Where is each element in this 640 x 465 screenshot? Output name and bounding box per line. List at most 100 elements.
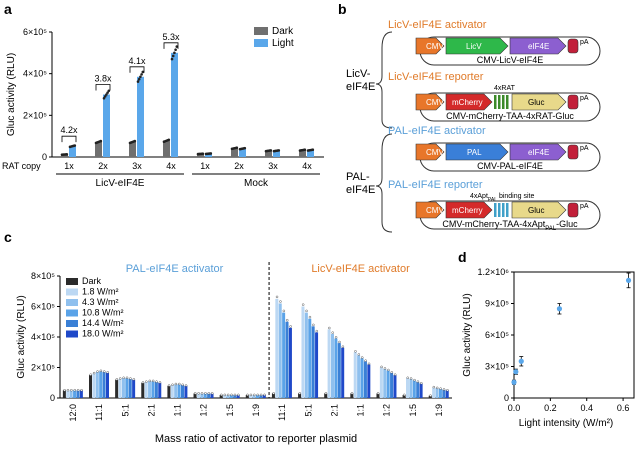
x-tick-label: 1:5 (408, 404, 418, 417)
data-point (243, 146, 247, 150)
bar-dark (299, 150, 306, 157)
plasmid-4-name-sub: PAL (545, 226, 557, 232)
data-point (137, 77, 141, 81)
data-point (230, 393, 233, 397)
x-tick-label: 3x (132, 161, 142, 171)
bar-series-1 (249, 394, 253, 398)
data-point (220, 393, 223, 397)
data-point (204, 392, 207, 395)
bar-series-3 (256, 394, 259, 398)
bar-series-5 (288, 327, 292, 398)
y-tick-label: 0 (42, 152, 47, 162)
bar-light (69, 146, 76, 157)
data-point (277, 149, 281, 152)
bar-series-1 (66, 390, 70, 398)
data-point (132, 378, 136, 381)
y-tick-label: 2×10⁵ (31, 363, 55, 373)
data-point (70, 389, 73, 392)
apt-site-prefix: 4xApt (470, 193, 488, 200)
x-tick-label: 4x (302, 161, 312, 171)
apt-site-suffix: binding site (497, 193, 534, 200)
y-tick-label: 2×10⁵ (23, 110, 47, 120)
legend-label: 10.8 W/m² (82, 308, 124, 318)
data-point (119, 377, 122, 380)
bar-series-5 (184, 385, 188, 398)
bar-series-2 (95, 372, 99, 398)
data-point (200, 392, 204, 395)
data-point (125, 376, 129, 379)
bar-series-3 (229, 394, 233, 398)
data-point (197, 392, 200, 395)
data-point (96, 370, 99, 373)
data-point (102, 96, 106, 100)
y-tick-label: 4×10⁵ (31, 332, 55, 342)
data-point (66, 389, 70, 392)
panel-d-chart: 0 3×10⁵ 6×10⁵ 9×10⁵ 1.2×10⁶ 0.0 0.2 0.4 0.6 Gluc … (462, 267, 635, 429)
bar-series-2 (69, 390, 73, 398)
data-point (436, 386, 439, 390)
bar-series-0 (298, 393, 302, 398)
bar-series-4 (128, 378, 132, 398)
data-point (357, 353, 361, 356)
rat-motif (502, 95, 505, 109)
rat-label: 4xRAT (494, 85, 516, 92)
cmv-promoter (415, 93, 445, 111)
data-point (106, 371, 109, 374)
bar-series-1 (353, 352, 357, 398)
bar-series-0 (324, 393, 328, 398)
data-point (233, 393, 237, 397)
bar-light (171, 52, 178, 158)
legend-swatch (66, 278, 78, 285)
data-point (303, 148, 307, 152)
bar-series-5 (367, 364, 371, 398)
bar-series-2 (409, 378, 413, 398)
bar-series-2 (174, 384, 178, 398)
bar-series-3 (334, 338, 338, 398)
x-tick-label: 1:5 (225, 404, 235, 417)
legend-label: 1.8 W/m² (82, 287, 119, 297)
data-point (209, 152, 213, 155)
bar-series-3 (99, 371, 103, 398)
group-title: PAL-eIF4E activator (126, 263, 224, 275)
panel-c-chart: 0 2×10⁵ 4×10⁵ 6×10⁵ 8×10⁵ Gluc activity (RLU)… (16, 262, 452, 445)
data-point (331, 331, 334, 334)
data-point (416, 380, 420, 383)
data-point (226, 393, 230, 397)
data-point (140, 73, 143, 76)
y-tick-label: 3×10⁵ (485, 362, 509, 372)
x-tick-label: 1:1 (173, 404, 183, 417)
fold-label: 3.8x (94, 74, 112, 84)
plasmid-licv-activator: CMV LicV eIF4E pA CMV-LicV-eIF4E (415, 36, 601, 66)
bar-series-0 (115, 379, 119, 398)
data-point (442, 388, 446, 391)
bar-series-5 (315, 332, 319, 398)
y-tick-label: 4×10⁵ (23, 69, 47, 79)
licv-activator-title: LicV-eIF4E activator (388, 19, 487, 31)
bar-series-0 (219, 394, 223, 398)
x-tick-label: 1:2 (199, 404, 209, 417)
bar-series-3 (203, 393, 207, 398)
eif4e-gene (509, 37, 567, 55)
rat-motif (506, 95, 509, 109)
plot-frame (513, 271, 635, 399)
bar-light (103, 94, 110, 157)
data-point (171, 383, 174, 386)
rat-motif (498, 95, 501, 109)
gluc-gene (511, 201, 567, 219)
data-point (556, 306, 563, 312)
data-point (184, 384, 188, 387)
fold-bracket (129, 66, 145, 73)
y-tick-label: 0 (50, 393, 55, 403)
gluc-label: Gluc (528, 98, 544, 107)
panel-d-label: d (458, 249, 467, 265)
bar-series-5 (79, 390, 83, 398)
bar-series-4 (416, 381, 420, 398)
plasmid-pal-reporter: 4xAptPAL binding site CMV mCherry Gluc p… (415, 193, 601, 232)
bar-series-4 (285, 321, 289, 398)
bar-series-1 (144, 381, 148, 398)
data-point (406, 376, 409, 379)
bar-series-0 (376, 393, 380, 398)
legend-swatch (66, 299, 78, 306)
legend-label: Dark (82, 276, 102, 286)
x-tick-label: 2x (98, 161, 108, 171)
